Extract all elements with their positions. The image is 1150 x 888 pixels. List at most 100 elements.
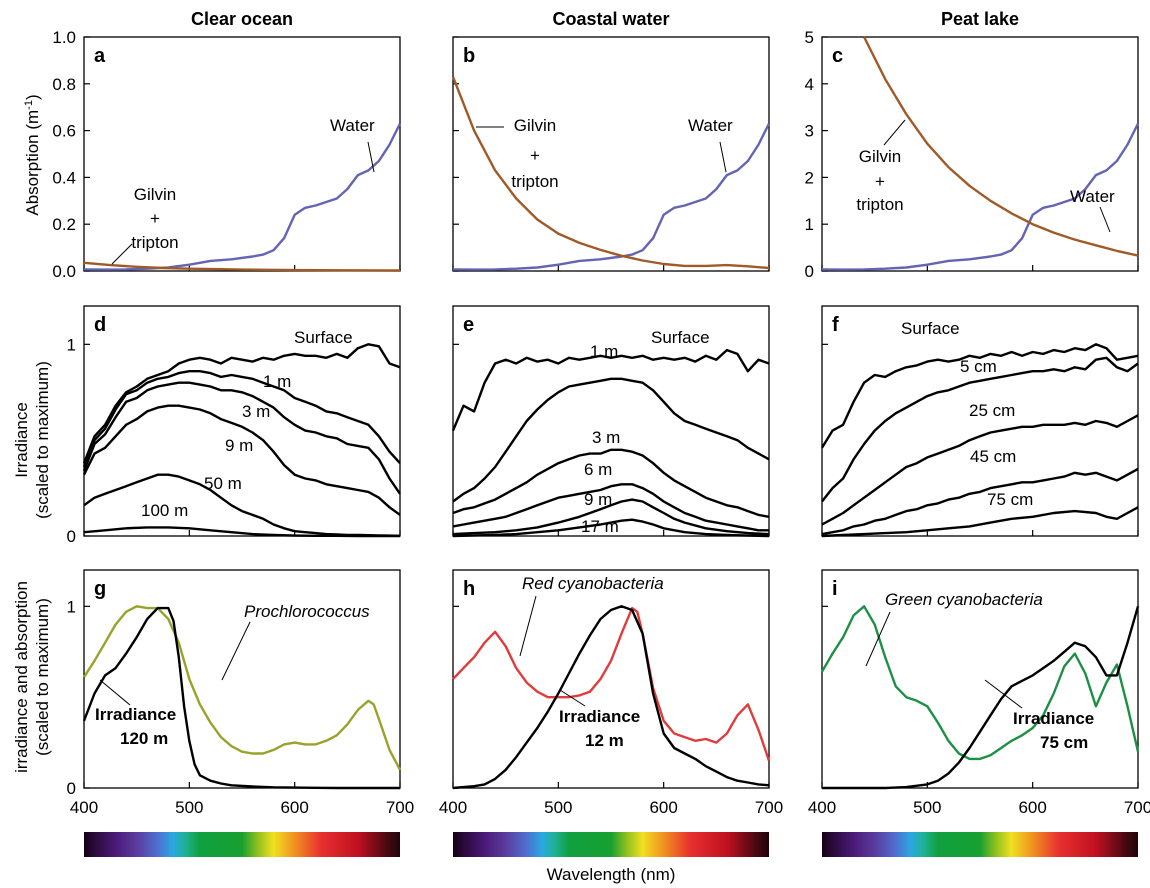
leader-line <box>111 243 133 265</box>
panel-c: c 0 1 2 3 4 5 Water Gilvin + tripton <box>805 28 1140 281</box>
series-line-17-m <box>452 518 770 538</box>
y-tick-label: 0 <box>67 527 76 546</box>
y-tick-label: 4 <box>805 75 814 94</box>
panel-letter: c <box>832 45 843 67</box>
y-tick-label: 1 <box>67 335 76 354</box>
panel-frame <box>83 305 401 537</box>
series-line-1-m <box>82 370 401 468</box>
y-tick-label: 0 <box>67 779 76 798</box>
depth-label: 17 m <box>581 517 619 536</box>
depth-label: Surface <box>651 328 710 347</box>
series-line-surface <box>451 348 770 432</box>
x-tick-label: 600 <box>649 798 677 817</box>
series-line-9-m <box>452 498 770 536</box>
series-line-3-m <box>452 448 770 518</box>
pigment-label: Red cyanobacteria <box>522 574 664 593</box>
ylabel-irr-abs-line1: irradiance and absorption <box>12 581 31 773</box>
panel-d: d 0 1 Surface 1 m 3 m 9 m 50 m 100 m <box>67 305 401 546</box>
x-tick-label: 400 <box>808 798 836 817</box>
spectrum-bar <box>822 832 1138 857</box>
depth-label: 3 m <box>242 402 270 421</box>
series-line-water <box>821 123 1140 271</box>
leader-line <box>865 611 891 667</box>
y-tick-label: 1 <box>67 597 76 616</box>
series-line-9-m <box>82 404 401 516</box>
irradiance-label: 75 cm <box>1040 733 1088 752</box>
leader-line <box>99 679 131 706</box>
panel-g: g 400 500 600 700 0 1 Prochlorococcus Irradiance… <box>67 569 414 817</box>
depth-label: 6 m <box>584 460 612 479</box>
x-tick-label: 400 <box>70 798 98 817</box>
depth-label: 1 m <box>263 372 291 391</box>
panel-letter: b <box>463 45 475 67</box>
spectrum-bars <box>84 832 1138 857</box>
irradiance-label: 120 m <box>120 729 168 748</box>
depth-label: 50 m <box>204 474 242 493</box>
spectrum-bar <box>84 832 400 857</box>
panel-frame <box>821 36 1139 272</box>
series-line-gilvin-tripton <box>863 36 1139 257</box>
leader-line <box>1099 206 1111 233</box>
pigment-label: Green cyanobacteria <box>885 590 1043 609</box>
panel-frame <box>452 569 770 789</box>
column-title-clear-ocean: Clear ocean <box>191 9 293 29</box>
panel-letter: d <box>94 314 106 336</box>
gilvin-label: + <box>150 209 160 228</box>
leader-line <box>519 595 537 657</box>
y-tick-label: 0.4 <box>52 168 76 187</box>
panel-letter: a <box>94 45 106 67</box>
y-tick-label: 0.2 <box>52 215 76 234</box>
gilvin-label: + <box>875 172 885 191</box>
panel-a: a 0.0 0.2 0.4 0.6 0.8 1.0 Water Gilvin + tripton <box>52 28 402 281</box>
gilvin-label: tripton <box>131 233 178 252</box>
leader-line <box>883 119 906 146</box>
x-tick-label: 700 <box>1124 798 1150 817</box>
y-tick-label: 0.0 <box>52 262 76 281</box>
panel-frame <box>821 305 1139 537</box>
series-line-5-cm <box>821 356 1139 503</box>
series-line-100-m <box>83 526 400 538</box>
x-axis-label: Wavelength (nm) <box>547 865 676 884</box>
depth-label: 3 m <box>592 428 620 447</box>
y-tick-label: 5 <box>805 28 814 47</box>
leader-line <box>221 621 251 681</box>
depth-label: 9 m <box>225 436 253 455</box>
ylabel-irradiance-line2: (scaled to maximum) <box>33 361 52 519</box>
irradiance-label: Irradiance <box>1013 709 1094 728</box>
x-tick-label: 500 <box>544 798 572 817</box>
x-tick-label: 700 <box>386 798 414 817</box>
depth-label: 5 cm <box>960 357 997 376</box>
series-line-3-m <box>82 381 401 495</box>
depth-label: 45 cm <box>970 447 1016 466</box>
x-tick-label: 600 <box>1018 798 1046 817</box>
x-tick-label: 700 <box>755 798 783 817</box>
panel-frame <box>452 36 770 272</box>
series-line-75-cm <box>821 506 1139 538</box>
panel-frame <box>83 569 401 789</box>
column-title-peat-lake: Peat lake <box>941 9 1019 29</box>
x-tick-label: 500 <box>913 798 941 817</box>
series-line-irradiance-75-cm <box>822 605 1140 790</box>
depth-label: 9 m <box>584 490 612 509</box>
irradiance-label: Irradiance <box>95 705 176 724</box>
panel-b: b Water Gilvin + tripton <box>451 36 771 272</box>
gilvin-label: Gilvin <box>859 147 902 166</box>
irradiance-label: Irradiance <box>559 707 640 726</box>
spectrum-bar <box>453 832 769 857</box>
series-line-surface <box>82 343 401 464</box>
water-label: Water <box>1070 187 1115 206</box>
y-tick-label: 1 <box>805 215 814 234</box>
gilvin-label: + <box>530 146 540 165</box>
panels: a 0.0 0.2 0.4 0.6 0.8 1.0 Water Gilvin + tripton b W… <box>52 28 1150 817</box>
panel-h: h 400 500 600 700 Red cyanobacteria Irradiance… <box>439 569 783 817</box>
panel-letter: e <box>463 314 474 336</box>
series-line-irradiance-120-m <box>82 606 400 790</box>
depth-label: 100 m <box>141 501 188 520</box>
column-title-coastal-water: Coastal water <box>552 9 669 29</box>
water-label: Water <box>688 116 733 135</box>
leader-line <box>719 141 727 173</box>
panel-letter: f <box>832 314 839 336</box>
leader-line <box>559 689 586 707</box>
leader-line <box>367 141 375 173</box>
water-label: Water <box>330 116 375 135</box>
